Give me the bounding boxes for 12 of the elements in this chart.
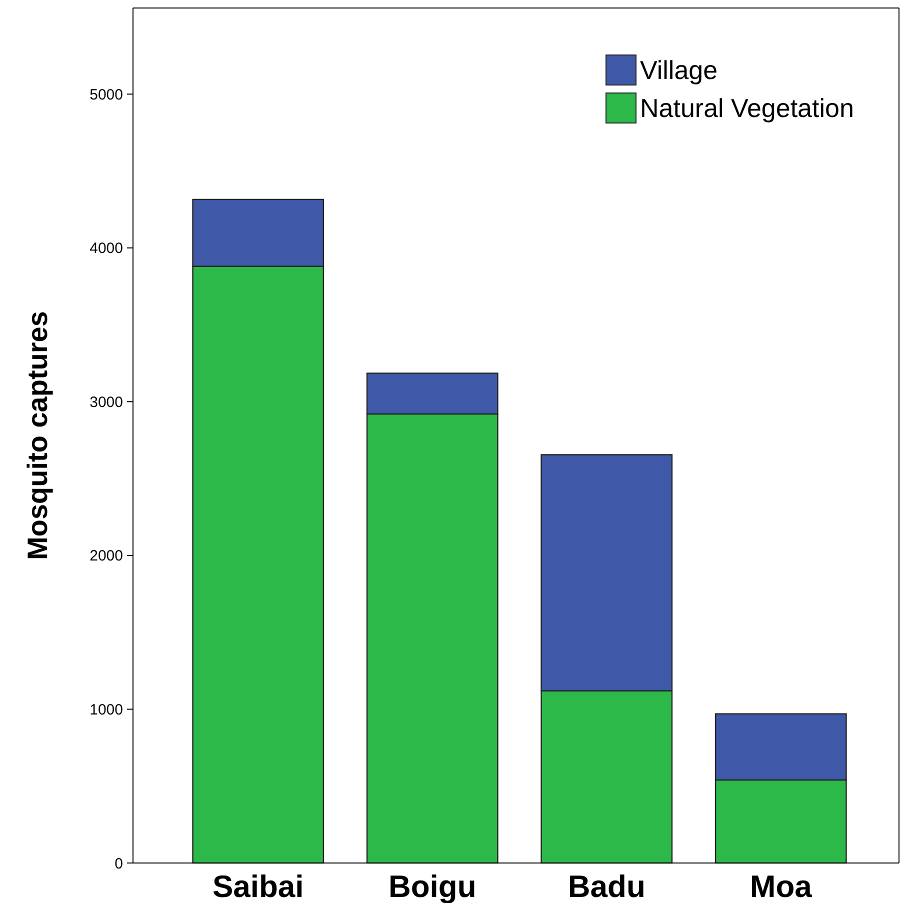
x-tick-label: Badu [568, 869, 646, 903]
x-tick-label: Saibai [212, 869, 304, 903]
y-tick-label: 4000 [90, 240, 123, 258]
legend-label: Natural Vegetation [640, 93, 854, 124]
legend-label: Village [640, 55, 718, 86]
y-axis-title: Mosquito captures [22, 311, 53, 560]
x-tick-label: Moa [750, 869, 813, 903]
y-tick-label: 1000 [90, 701, 123, 718]
y-tick-label: 5000 [90, 86, 123, 104]
y-tick-label: 2000 [90, 548, 123, 565]
y-tick-label: 0 [114, 855, 123, 872]
y-tick-label: 3000 [90, 394, 123, 411]
